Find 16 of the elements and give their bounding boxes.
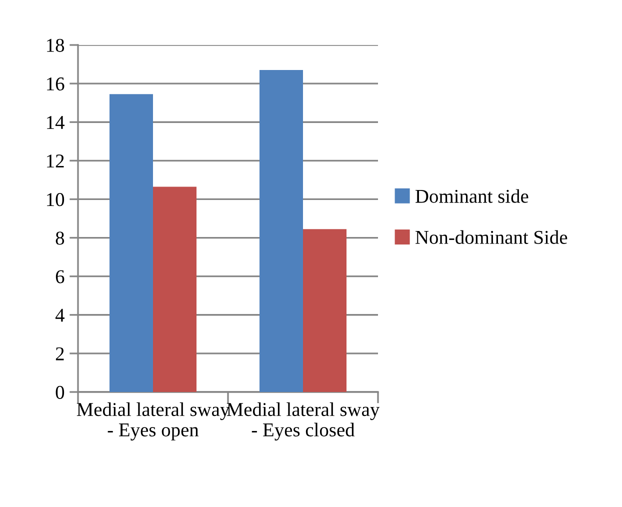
- legend-label: Dominant side: [416, 189, 528, 203]
- y-tick-label: 4: [55, 308, 64, 322]
- y-tick-label: 12: [47, 154, 64, 168]
- legend-label: Non-dominant Side: [416, 230, 568, 244]
- y-tick-label: 10: [47, 193, 64, 206]
- y-tick-label: 14: [47, 116, 64, 129]
- bar: [260, 70, 303, 392]
- bar: [153, 186, 196, 392]
- y-tick-label: 2: [56, 347, 64, 360]
- y-tick-label: 16: [47, 77, 64, 90]
- bar: [303, 229, 346, 392]
- y-tick-label: 8: [56, 232, 64, 245]
- y-tick-label: 6: [56, 270, 64, 284]
- y-tick-label: 18: [47, 38, 64, 52]
- y-tick-label: 0: [56, 386, 64, 399]
- bar: [110, 94, 153, 392]
